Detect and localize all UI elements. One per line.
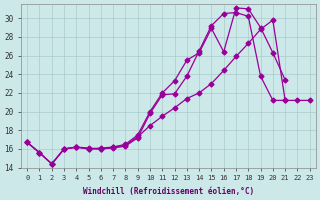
X-axis label: Windchill (Refroidissement éolien,°C): Windchill (Refroidissement éolien,°C) [83,187,254,196]
